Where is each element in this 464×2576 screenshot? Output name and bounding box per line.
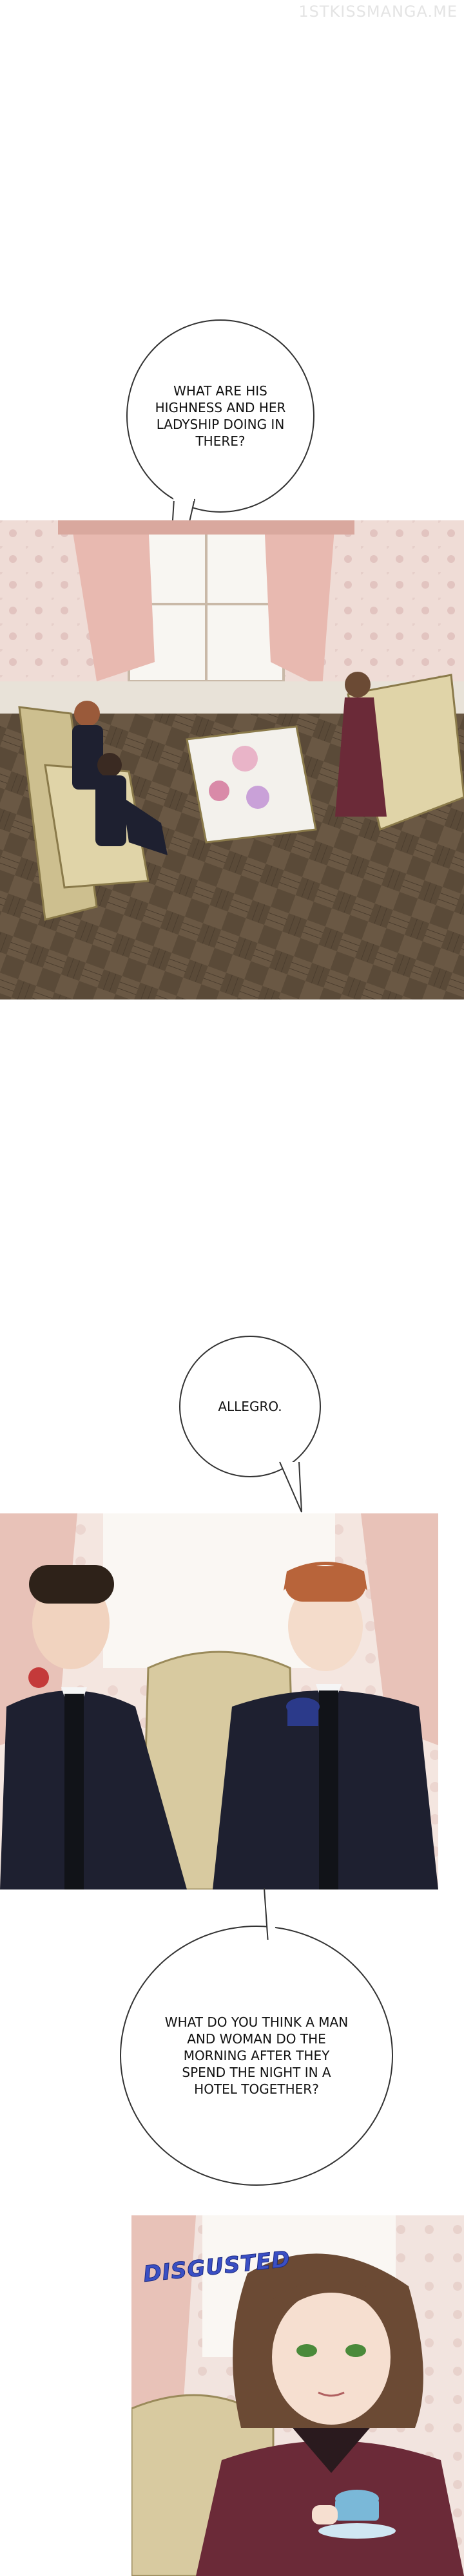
- speech-bubble-2-tail: [279, 1461, 302, 1513]
- speech-bubble-1: WHAT ARE HIS HIGHNESS AND HER LADYSHIP D…: [126, 319, 314, 513]
- room-illustration: [0, 520, 464, 999]
- speech-bubble-3: WHAT DO YOU THINK A MAN AND WOMAN DO THE…: [120, 1926, 393, 2186]
- speech-bubble-2: ALLEGRO.: [179, 1336, 321, 1477]
- speech-bubble-3-tail: [264, 1888, 281, 1945]
- speech-bubble-2-text: ALLEGRO.: [218, 1399, 282, 1414]
- speech-bubble-1-text: WHAT ARE HIS HIGHNESS AND HER LADYSHIP D…: [155, 383, 286, 449]
- two-men-illustration: [0, 1513, 438, 1889]
- watermark: 1STKISSMANGA.ME: [298, 3, 458, 21]
- speech-bubble-3-text: WHAT DO YOU THINK A MAN AND WOMAN DO THE…: [164, 2014, 349, 2097]
- panel-lady-teacup: DISGUSTED: [131, 2215, 464, 2576]
- panel-two-men: [0, 1513, 438, 1889]
- lady-illustration: [131, 2215, 464, 2576]
- panel-room-overview: [0, 520, 464, 999]
